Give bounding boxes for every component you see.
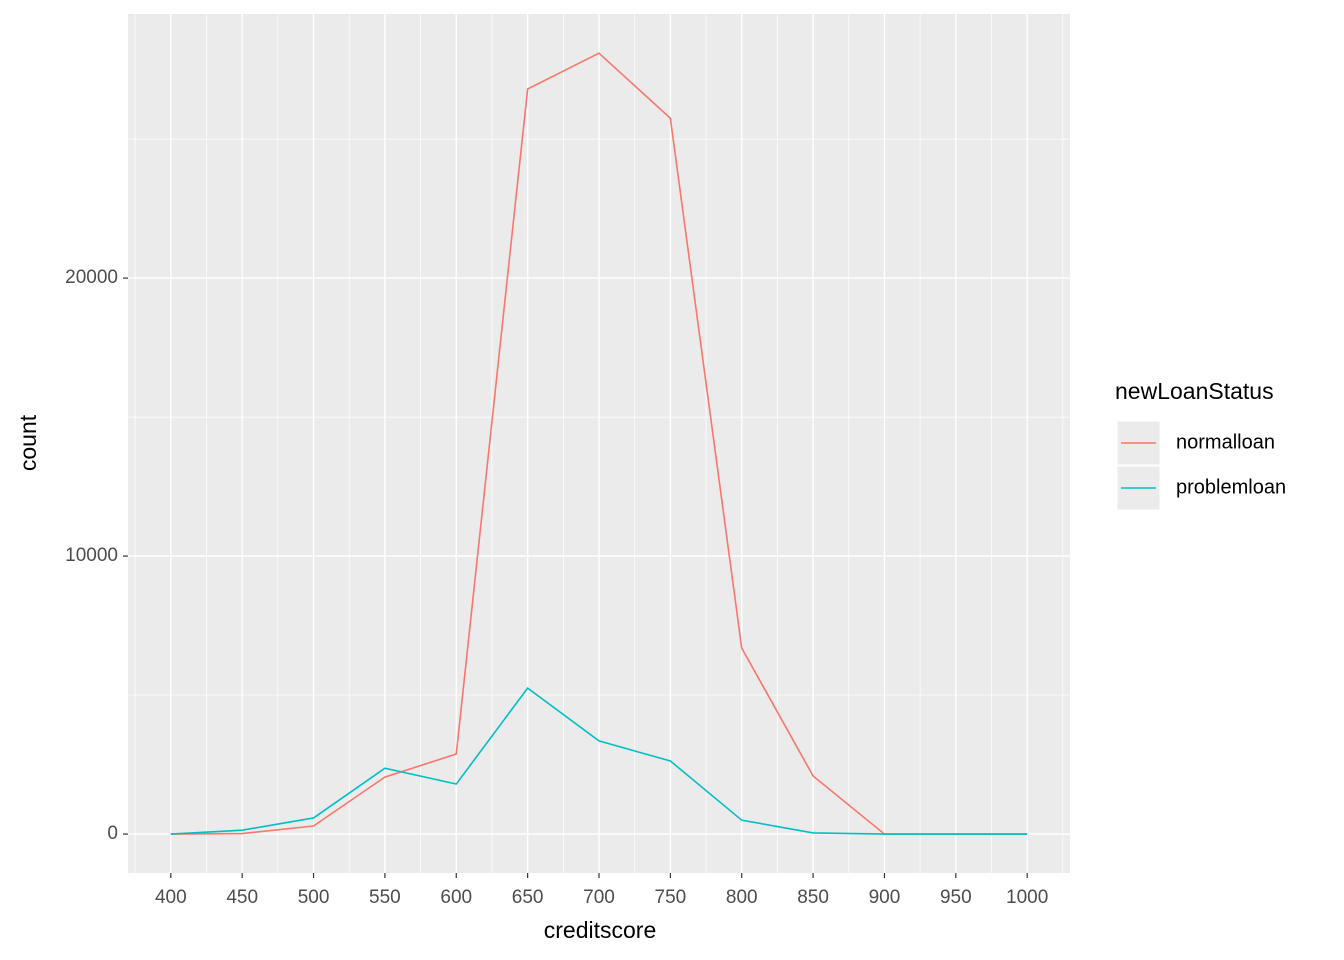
y-tick-label: 20000	[65, 267, 118, 288]
series-line	[170, 687, 1028, 835]
legend-label: problemloan	[1176, 476, 1286, 498]
lines	[170, 52, 1028, 835]
x-tick-label: 750	[655, 887, 687, 908]
x-tick-label: 900	[869, 887, 901, 908]
x-tick-label: 550	[369, 887, 401, 908]
x-axis-title: creditscore	[544, 917, 656, 943]
legend-label: normalloan	[1176, 431, 1275, 453]
grid	[128, 14, 1070, 873]
y-tick-label: 10000	[65, 545, 118, 566]
x-tick-label: 800	[726, 887, 758, 908]
x-tick-label: 400	[155, 887, 187, 908]
x-tick-label: 950	[940, 887, 972, 908]
x-tick-label: 650	[512, 887, 544, 908]
x-tick-label: 600	[440, 887, 472, 908]
legend-title: newLoanStatus	[1115, 378, 1274, 404]
x-tick-label: 850	[797, 887, 829, 908]
y-axis-title: count	[15, 414, 41, 471]
x-tick-label: 1000	[1006, 887, 1048, 908]
legend: newLoanStatus normalloan problemloan	[1115, 378, 1286, 511]
x-tick-label: 700	[583, 887, 615, 908]
x-tick-label: 450	[226, 887, 258, 908]
axes: 400 450 500 550 600 650 700 750 800 850 900 950 1000…	[65, 267, 1048, 908]
y-tick-label: 0	[107, 823, 118, 844]
x-tick-label: 500	[298, 887, 330, 908]
